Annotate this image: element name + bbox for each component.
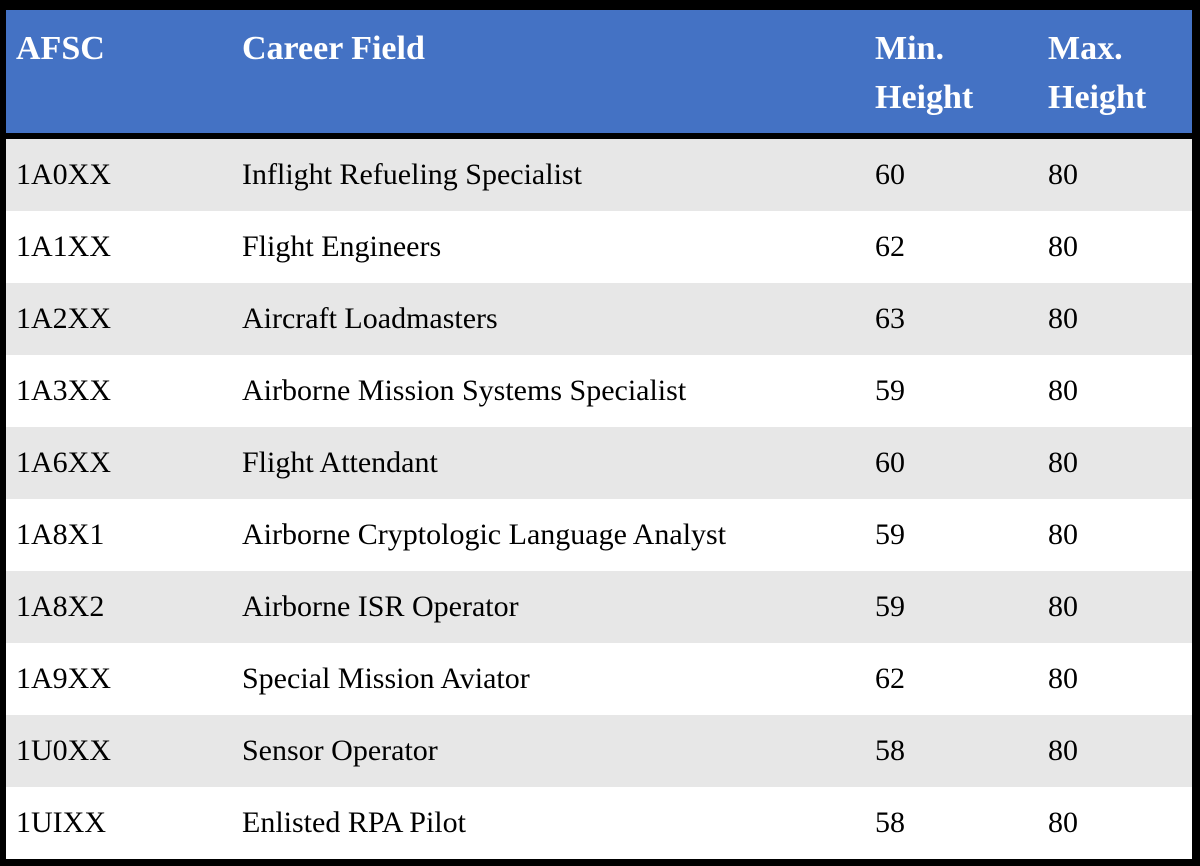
table-row: 1A6XX Flight Attendant 60 80 [6,426,1192,499]
table-row: 1A0XX Inflight Refueling Specialist 60 8… [6,135,1192,211]
height-requirements-table: AFSC Career Field Min. Height Max. Heigh… [6,10,1192,859]
max-height-cell: 80 [1048,229,1078,263]
max-height-cell: 80 [1048,157,1078,191]
afsc-cell: 1A0XX [16,157,111,191]
afsc-cell: 1A8X1 [16,517,105,551]
column-header-max-height: Max. Height [1038,10,1192,139]
table-row: 1A9XX Special Mission Aviator 62 80 [6,642,1192,715]
column-header-min-height: Min. Height [865,10,1038,139]
career-field-cell: Sensor Operator [242,733,438,767]
max-height-cell: 80 [1048,589,1078,623]
table-row: 1U0XX Sensor Operator 58 80 [6,714,1192,787]
max-height-cell: 80 [1048,661,1078,695]
afsc-cell: 1U0XX [16,733,111,767]
min-height-cell: 58 [875,805,905,839]
afsc-cell: 1A8X2 [16,589,105,623]
career-field-cell: Flight Attendant [242,445,438,479]
min-height-cell: 60 [875,157,905,191]
max-height-cell: 80 [1048,373,1078,407]
career-field-cell: Airborne Mission Systems Specialist [242,373,687,407]
max-height-cell: 80 [1048,517,1078,551]
min-height-cell: 62 [875,661,905,695]
table-row: 1A2XX Aircraft Loadmasters 63 80 [6,282,1192,355]
table-row: 1A1XX Flight Engineers 62 80 [6,210,1192,283]
career-field-cell: Inflight Refueling Specialist [242,157,582,191]
career-field-cell: Aircraft Loadmasters [242,301,498,335]
career-field-cell: Special Mission Aviator [242,661,530,695]
afsc-cell: 1UIXX [16,805,106,839]
min-height-cell: 59 [875,517,905,551]
afsc-cell: 1A3XX [16,373,111,407]
table-row: 1UIXX Enlisted RPA Pilot 58 80 [6,786,1192,859]
max-height-cell: 80 [1048,445,1078,479]
afsc-cell: 1A9XX [16,661,111,695]
career-field-cell: Enlisted RPA Pilot [242,805,466,839]
career-field-cell: Airborne Cryptologic Language Analyst [242,517,727,551]
min-height-cell: 59 [875,373,905,407]
min-height-cell: 59 [875,589,905,623]
max-height-cell: 80 [1048,733,1078,767]
max-height-cell: 80 [1048,805,1078,839]
career-field-cell: Flight Engineers [242,229,442,263]
column-header-career-field: Career Field [232,10,865,139]
career-field-cell: Airborne ISR Operator [242,589,519,623]
table-header: AFSC Career Field Min. Height Max. Heigh… [6,10,1192,139]
afsc-cell: 1A1XX [16,229,111,263]
header-row: AFSC Career Field Min. Height Max. Heigh… [6,10,1192,139]
min-height-cell: 63 [875,301,905,335]
table-body: 1A0XX Inflight Refueling Specialist 60 8… [6,135,1192,859]
max-height-cell: 80 [1048,301,1078,335]
afsc-cell: 1A2XX [16,301,111,335]
min-height-cell: 62 [875,229,905,263]
table-row: 1A8X1 Airborne Cryptologic Language Anal… [6,498,1192,571]
table-row: 1A3XX Airborne Mission Systems Specialis… [6,354,1192,427]
min-height-cell: 60 [875,445,905,479]
afsc-cell: 1A6XX [16,445,111,479]
min-height-cell: 58 [875,733,905,767]
table-row: 1A8X2 Airborne ISR Operator 59 80 [6,570,1192,643]
column-header-afsc: AFSC [6,10,232,139]
